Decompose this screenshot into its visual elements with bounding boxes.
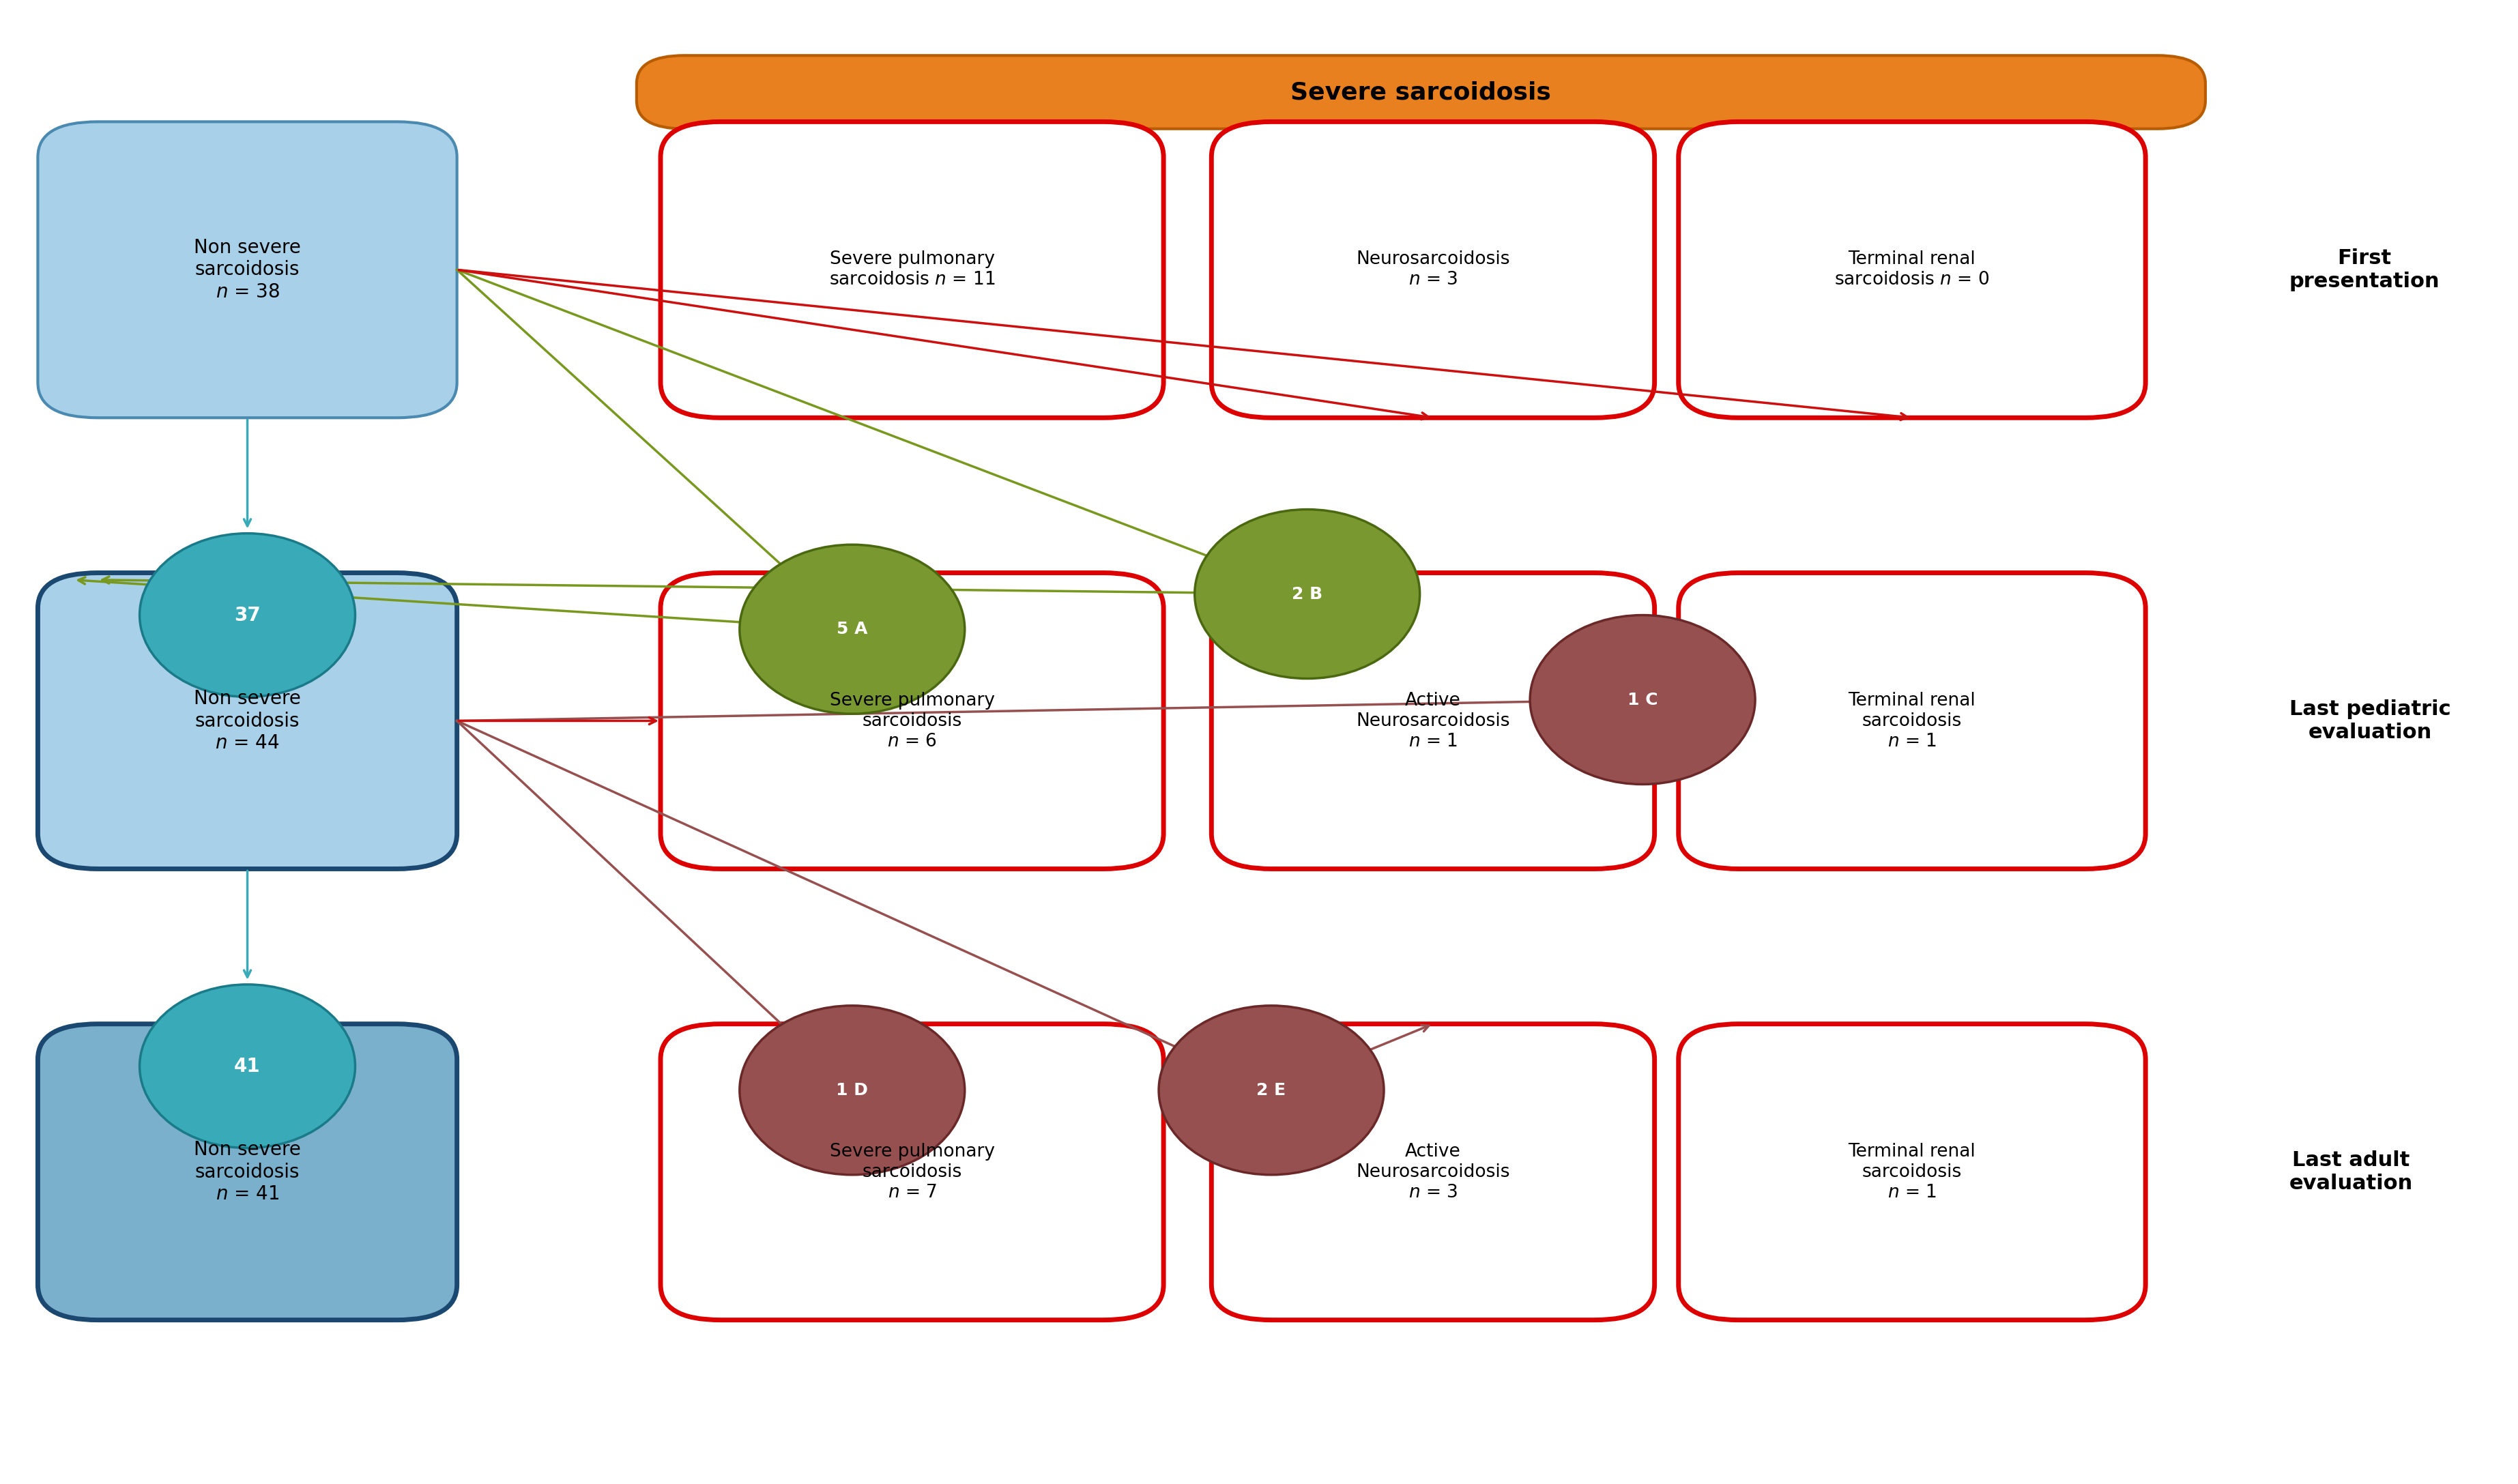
FancyBboxPatch shape [1211,1024,1654,1319]
Ellipse shape [740,545,964,714]
FancyBboxPatch shape [1211,122,1654,418]
Ellipse shape [138,533,355,697]
Text: 37: 37 [234,605,259,625]
Ellipse shape [138,984,355,1149]
Text: Severe pulmonary
sarcoidosis $n$ = 11: Severe pulmonary sarcoidosis $n$ = 11 [828,251,995,289]
FancyBboxPatch shape [660,1024,1163,1319]
FancyBboxPatch shape [38,1024,456,1319]
Text: First
presentation: First presentation [2289,248,2440,291]
FancyBboxPatch shape [1677,573,2145,868]
Text: Terminal renal
sarcoidosis
$n$ = 1: Terminal renal sarcoidosis $n$ = 1 [1848,1143,1974,1202]
Text: Last pediatric
evaluation: Last pediatric evaluation [2289,699,2450,742]
FancyBboxPatch shape [637,55,2206,129]
Text: Severe pulmonary
sarcoidosis
$n$ = 7: Severe pulmonary sarcoidosis $n$ = 7 [828,1143,995,1202]
Ellipse shape [1194,509,1420,678]
FancyBboxPatch shape [38,122,456,418]
Text: 1 C: 1 C [1627,692,1657,708]
FancyBboxPatch shape [1211,573,1654,868]
Text: Severe pulmonary
sarcoidosis
$n$ = 6: Severe pulmonary sarcoidosis $n$ = 6 [828,692,995,751]
FancyBboxPatch shape [1677,1024,2145,1319]
Text: Terminal renal
sarcoidosis
$n$ = 1: Terminal renal sarcoidosis $n$ = 1 [1848,692,1974,751]
FancyBboxPatch shape [660,122,1163,418]
Text: 5 A: 5 A [836,620,869,638]
Text: Non severe
sarcoidosis
$n$ = 41: Non severe sarcoidosis $n$ = 41 [194,1140,300,1204]
Text: Active
Neurosarcoidosis
$n$ = 1: Active Neurosarcoidosis $n$ = 1 [1355,692,1508,751]
Text: Last adult
evaluation: Last adult evaluation [2289,1150,2412,1193]
FancyBboxPatch shape [660,573,1163,868]
Text: Terminal renal
sarcoidosis $n$ = 0: Terminal renal sarcoidosis $n$ = 0 [1833,251,1989,289]
Text: 41: 41 [234,1057,259,1076]
Text: Non severe
sarcoidosis
$n$ = 38: Non severe sarcoidosis $n$ = 38 [194,237,300,301]
FancyBboxPatch shape [1677,122,2145,418]
Text: Neurosarcoidosis
$n$ = 3: Neurosarcoidosis $n$ = 3 [1355,251,1508,289]
Text: 2 E: 2 E [1256,1082,1287,1098]
Text: Severe sarcoidosis: Severe sarcoidosis [1289,80,1551,104]
Ellipse shape [740,1006,964,1175]
Ellipse shape [1528,616,1755,784]
FancyBboxPatch shape [38,573,456,868]
Text: 2 B: 2 B [1292,586,1322,603]
Ellipse shape [1158,1006,1382,1175]
Text: Active
Neurosarcoidosis
$n$ = 3: Active Neurosarcoidosis $n$ = 3 [1355,1143,1508,1202]
Text: Non severe
sarcoidosis
$n$ = 44: Non severe sarcoidosis $n$ = 44 [194,689,300,752]
Text: 1 D: 1 D [836,1082,869,1098]
